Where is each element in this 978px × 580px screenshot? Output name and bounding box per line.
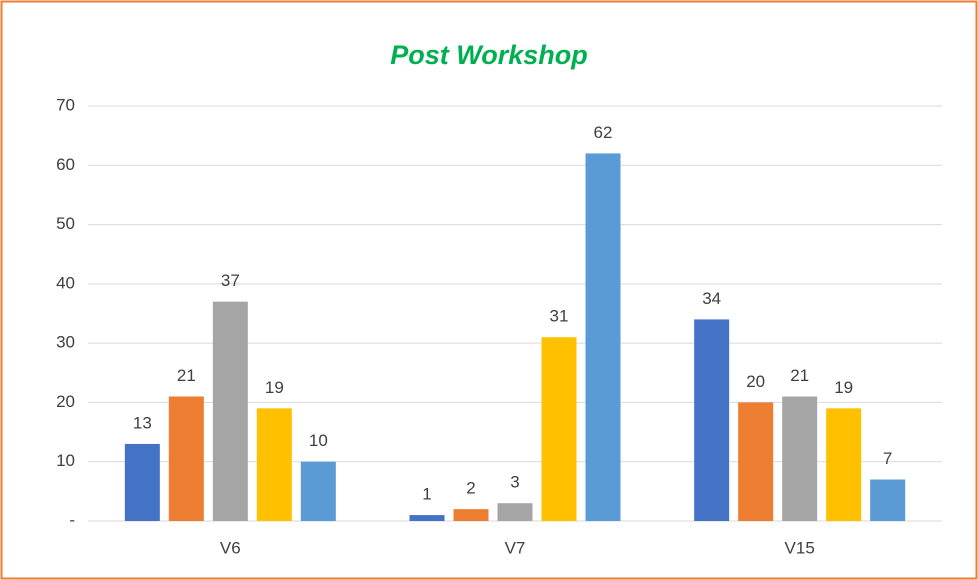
y-tick-label: 20 <box>56 392 75 411</box>
data-label: 21 <box>790 366 809 385</box>
y-tick-label: 60 <box>56 155 75 174</box>
data-label: 34 <box>702 289 721 308</box>
data-label: 2 <box>466 479 475 498</box>
y-tick-label: 40 <box>56 273 75 292</box>
x-tick-label: V15 <box>785 538 815 557</box>
data-label: 20 <box>746 372 765 391</box>
bar <box>826 408 862 521</box>
data-label: 3 <box>510 473 519 492</box>
bar <box>782 396 818 521</box>
x-tick-label: V7 <box>505 538 526 557</box>
data-label: 21 <box>177 366 196 385</box>
x-tick-label: V6 <box>220 538 241 557</box>
data-label: 31 <box>550 307 569 326</box>
bar <box>738 402 774 521</box>
data-label: 37 <box>221 271 240 290</box>
bar <box>409 515 445 521</box>
bar <box>694 319 730 521</box>
bar <box>497 503 533 521</box>
data-label: 62 <box>594 123 613 142</box>
data-label: 10 <box>309 431 328 450</box>
bar <box>585 153 621 521</box>
data-label: 13 <box>133 413 152 432</box>
bar <box>168 396 204 521</box>
bar <box>870 479 906 521</box>
bar <box>453 509 489 521</box>
data-label: 1 <box>422 485 431 504</box>
y-tick-label: - <box>69 510 75 529</box>
bar <box>212 301 248 521</box>
y-tick-label: 10 <box>56 451 75 470</box>
bar <box>541 337 577 521</box>
y-tick-label: 50 <box>56 214 75 233</box>
bar <box>256 408 292 521</box>
bar <box>300 461 336 521</box>
y-tick-label: 30 <box>56 333 75 352</box>
data-label: 19 <box>265 378 284 397</box>
y-tick-label: 70 <box>56 95 75 114</box>
data-label: 7 <box>883 449 892 468</box>
chart-title: Post Workshop <box>390 40 588 70</box>
bar <box>124 443 160 521</box>
data-label: 19 <box>834 378 853 397</box>
